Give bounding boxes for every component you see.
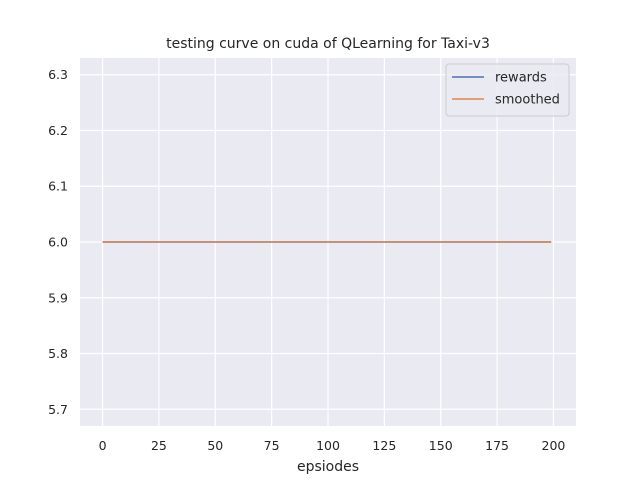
- y-tick-label: 5.7: [48, 402, 68, 417]
- legend-label-rewards: rewards: [495, 71, 547, 86]
- chart-title: testing curve on cuda of QLearning for T…: [166, 36, 490, 52]
- x-tick-label: 125: [372, 438, 396, 453]
- x-tick-label: 75: [264, 438, 280, 453]
- y-tick-label: 6.2: [48, 123, 68, 138]
- x-tick-label: 175: [485, 438, 509, 453]
- x-axis-ticks: 0 25 50 75 100 125 150 175 200: [99, 438, 566, 453]
- y-axis-ticks: 5.7 5.8 5.9 6.0 6.1 6.2 6.3: [48, 67, 68, 417]
- y-tick-label: 5.8: [48, 346, 68, 361]
- x-tick-label: 50: [207, 438, 223, 453]
- x-tick-label: 0: [99, 438, 107, 453]
- legend: rewards smoothed: [445, 63, 570, 117]
- y-tick-label: 6.1: [48, 179, 68, 194]
- x-axis-label: epsiodes: [297, 459, 359, 475]
- y-tick-label: 6.3: [48, 67, 68, 82]
- x-tick-label: 25: [151, 438, 167, 453]
- x-tick-label: 200: [542, 438, 566, 453]
- y-tick-label: 5.9: [48, 290, 68, 305]
- legend-label-smoothed: smoothed: [495, 93, 560, 108]
- y-tick-label: 6.0: [48, 235, 68, 250]
- x-tick-label: 100: [316, 438, 340, 453]
- x-tick-label: 150: [429, 438, 453, 453]
